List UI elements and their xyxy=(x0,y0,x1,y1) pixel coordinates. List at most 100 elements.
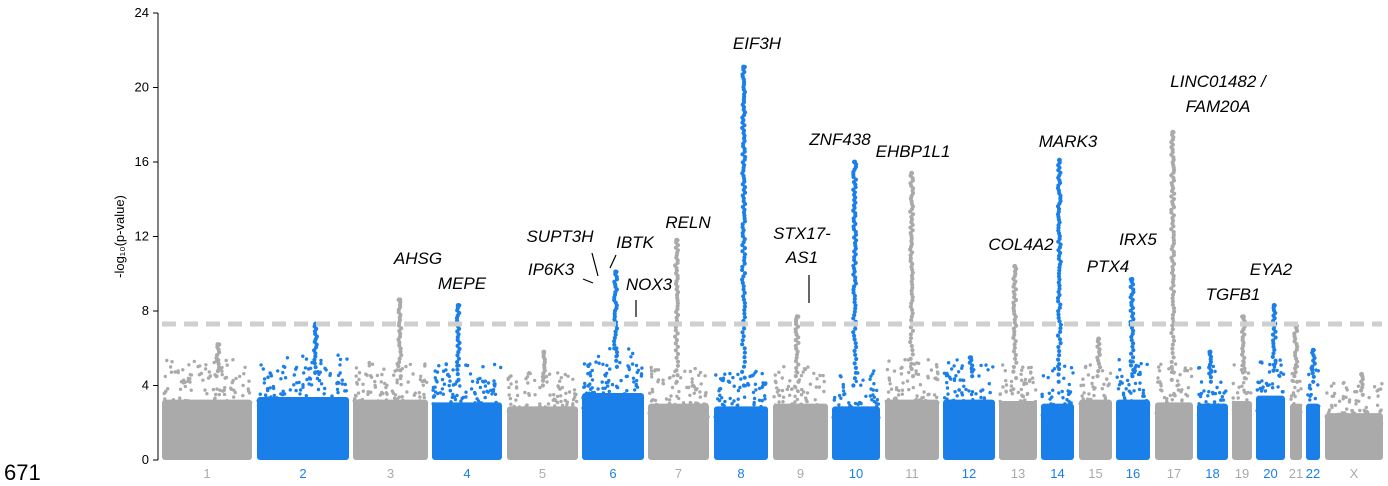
snp-point xyxy=(704,405,709,409)
snp-point xyxy=(959,405,963,409)
snp-point xyxy=(231,406,235,410)
snp-point xyxy=(1019,372,1023,376)
snp-point xyxy=(837,403,841,407)
snp-point xyxy=(1257,380,1262,385)
gene-label-stx17: STX17- xyxy=(773,224,831,243)
snp-point xyxy=(697,373,701,377)
snp-point xyxy=(719,417,724,421)
snp-point xyxy=(458,384,462,388)
snp-point xyxy=(1280,390,1285,394)
snp-point xyxy=(397,360,402,365)
snp-point xyxy=(936,377,940,382)
snp-point xyxy=(1353,390,1357,394)
snp-point xyxy=(1011,412,1015,416)
snp-point xyxy=(1363,422,1368,426)
snp-point xyxy=(220,372,224,377)
snp-point xyxy=(910,352,915,357)
snp-point xyxy=(594,398,598,402)
snp-point xyxy=(607,404,611,408)
snp-point xyxy=(984,406,988,410)
snp-point xyxy=(683,369,687,373)
snp-point xyxy=(1279,363,1283,367)
snp-point xyxy=(761,381,765,385)
snp-point xyxy=(526,407,530,412)
x-tick-label-chr-18: 18 xyxy=(1205,466,1219,481)
snp-point xyxy=(357,377,361,382)
snp-point xyxy=(1310,367,1315,372)
snp-point xyxy=(1125,378,1130,383)
snp-point xyxy=(786,384,791,389)
snp-point xyxy=(1058,410,1062,414)
x-tick-label-chr-9: 9 xyxy=(797,466,804,481)
snp-point xyxy=(218,388,222,392)
snp-point xyxy=(592,406,596,411)
snp-point xyxy=(742,304,748,309)
snp-point xyxy=(900,388,905,392)
snp-point xyxy=(688,415,692,419)
snp-point xyxy=(444,414,448,418)
snp-point xyxy=(652,415,656,419)
snp-point xyxy=(1237,385,1241,389)
snp-point xyxy=(462,405,466,409)
snp-point xyxy=(1176,404,1180,408)
snp-point xyxy=(936,401,940,405)
snp-point xyxy=(690,377,694,381)
annotation-leader-line xyxy=(582,278,594,284)
snp-point xyxy=(1232,401,1236,406)
snp-point xyxy=(520,411,524,415)
snp-point xyxy=(852,309,857,314)
snp-point xyxy=(1289,394,1294,398)
snp-point xyxy=(1171,213,1176,218)
snp-point xyxy=(1170,312,1175,318)
snp-point xyxy=(419,408,423,413)
snp-point xyxy=(1332,391,1337,396)
snp-point xyxy=(1023,377,1028,382)
snp-point xyxy=(220,365,224,370)
snp-point xyxy=(365,403,369,407)
snp-point xyxy=(163,374,167,379)
snp-point xyxy=(833,395,837,400)
snp-point xyxy=(1376,414,1380,418)
snp-point xyxy=(982,398,986,402)
snp-point xyxy=(741,284,746,289)
snp-point xyxy=(875,398,880,402)
snp-point xyxy=(1185,369,1190,373)
snp-point xyxy=(1341,414,1345,419)
snp-point xyxy=(490,414,494,418)
snp-point xyxy=(653,407,658,411)
snp-point xyxy=(805,399,809,404)
snp-point xyxy=(861,378,865,382)
snp-point xyxy=(1048,397,1052,401)
snp-point xyxy=(215,387,219,391)
lead-snp-point xyxy=(1271,303,1277,308)
snp-point xyxy=(1014,376,1019,381)
snp-point xyxy=(945,386,950,390)
snp-point xyxy=(283,376,288,380)
snp-point xyxy=(369,375,374,379)
snp-point xyxy=(742,375,747,380)
snp-point xyxy=(1307,372,1311,377)
snp-point xyxy=(801,390,806,394)
snp-point xyxy=(516,416,520,421)
snp-point xyxy=(472,404,476,408)
snp-point xyxy=(887,412,891,416)
snp-point xyxy=(1057,286,1062,291)
snp-point xyxy=(507,393,511,397)
snp-point xyxy=(843,410,847,414)
snp-point xyxy=(555,400,560,405)
chromosome-14-band xyxy=(1041,403,1074,460)
snp-point xyxy=(738,385,742,390)
snp-point xyxy=(945,380,949,385)
snp-point xyxy=(553,404,557,408)
snp-point xyxy=(335,387,340,392)
snp-point xyxy=(975,405,980,409)
snp-point xyxy=(847,412,851,417)
x-tick-label-chr-4: 4 xyxy=(463,466,470,481)
snp-point xyxy=(282,399,286,403)
snp-point xyxy=(224,358,228,363)
snp-point xyxy=(1218,391,1222,395)
snp-point xyxy=(677,389,681,394)
snp-point xyxy=(367,406,371,410)
snp-point xyxy=(366,392,370,396)
snp-point xyxy=(849,405,853,409)
